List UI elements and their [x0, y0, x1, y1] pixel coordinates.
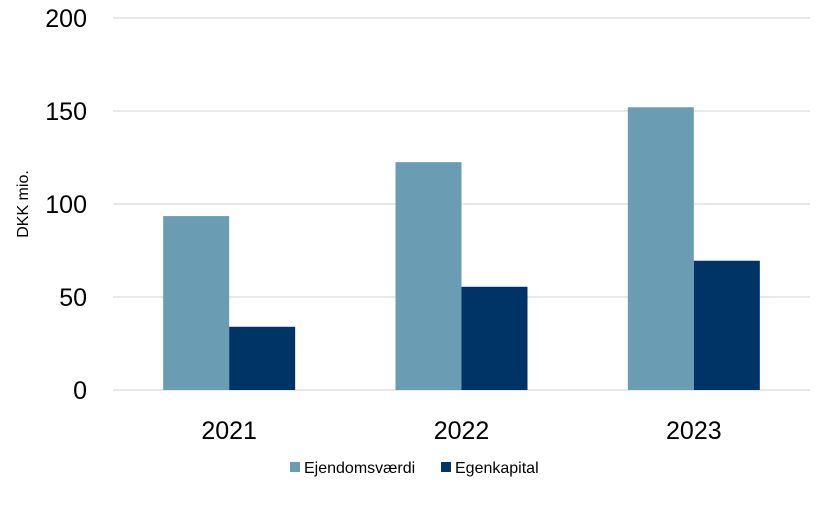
bar-egenkapital-2023 — [693, 260, 760, 390]
y-tick-label: 200 — [45, 5, 87, 33]
legend-label: Egenkapital — [455, 460, 539, 477]
x-category-label: 2022 — [434, 417, 490, 445]
bar-egenkapital-2022 — [461, 286, 528, 390]
y-axis-title: DKK mio. — [15, 170, 32, 238]
legend-swatch — [441, 462, 451, 472]
legend: Ejendomsværdi Egenkapital — [290, 460, 539, 477]
y-tick-label: 50 — [59, 284, 87, 312]
x-category-label: 2023 — [666, 417, 722, 445]
bar-ejendomsv-rdi-2021 — [163, 216, 230, 390]
y-axis-tick-labels: 0 50 100 150 200 — [45, 5, 87, 405]
bar-ejendomsv-rdi-2023 — [627, 107, 694, 390]
y-tick-label: 100 — [45, 191, 87, 219]
legend-label: Ejendomsværdi — [304, 460, 415, 477]
y-tick-label: 150 — [45, 98, 87, 126]
bar-egenkapital-2021 — [229, 326, 296, 390]
y-tick-label: 0 — [73, 377, 87, 405]
x-axis-category-labels: 2021 2022 2023 — [201, 417, 721, 445]
legend-swatch — [290, 462, 300, 472]
x-category-label: 2021 — [201, 417, 257, 445]
bars — [163, 107, 760, 390]
bar-ejendomsv-rdi-2022 — [395, 162, 462, 390]
